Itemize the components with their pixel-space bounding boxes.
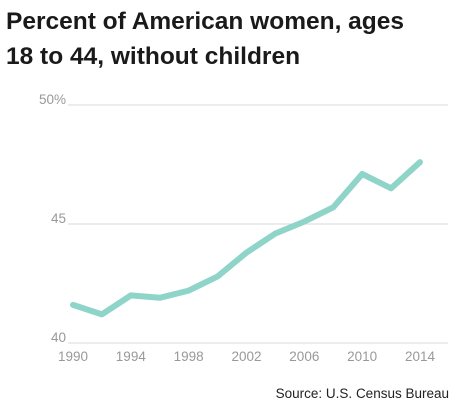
x-tick-label: 2014 xyxy=(405,349,436,364)
x-tick-label: 1998 xyxy=(174,349,204,364)
series-line xyxy=(70,159,423,318)
x-tick-label: 2006 xyxy=(289,349,319,364)
x-axis-ticks: 1990 1994 1998 2002 2006 2010 2014 xyxy=(58,349,436,364)
chart-title-line-2: 18 to 44, without children xyxy=(6,43,301,70)
x-tick-label: 2010 xyxy=(347,349,377,364)
chart-title-line-1: Percent of American women, ages xyxy=(6,8,405,35)
y-tick-label: 40 xyxy=(51,330,66,345)
chart-title: Percent of American women, ages 18 to 44… xyxy=(6,4,454,74)
x-tick-label: 1994 xyxy=(116,349,147,364)
source-note: Source: U.S. Census Bureau xyxy=(275,386,449,401)
y-tick-label: 50% xyxy=(39,92,66,107)
y-axis-ticks: 40 45 50% xyxy=(39,92,66,345)
series xyxy=(70,159,423,318)
x-tick-label: 2002 xyxy=(231,349,261,364)
x-tick-label: 1990 xyxy=(58,349,88,364)
y-tick-label: 45 xyxy=(51,211,66,226)
gridlines xyxy=(68,104,448,344)
